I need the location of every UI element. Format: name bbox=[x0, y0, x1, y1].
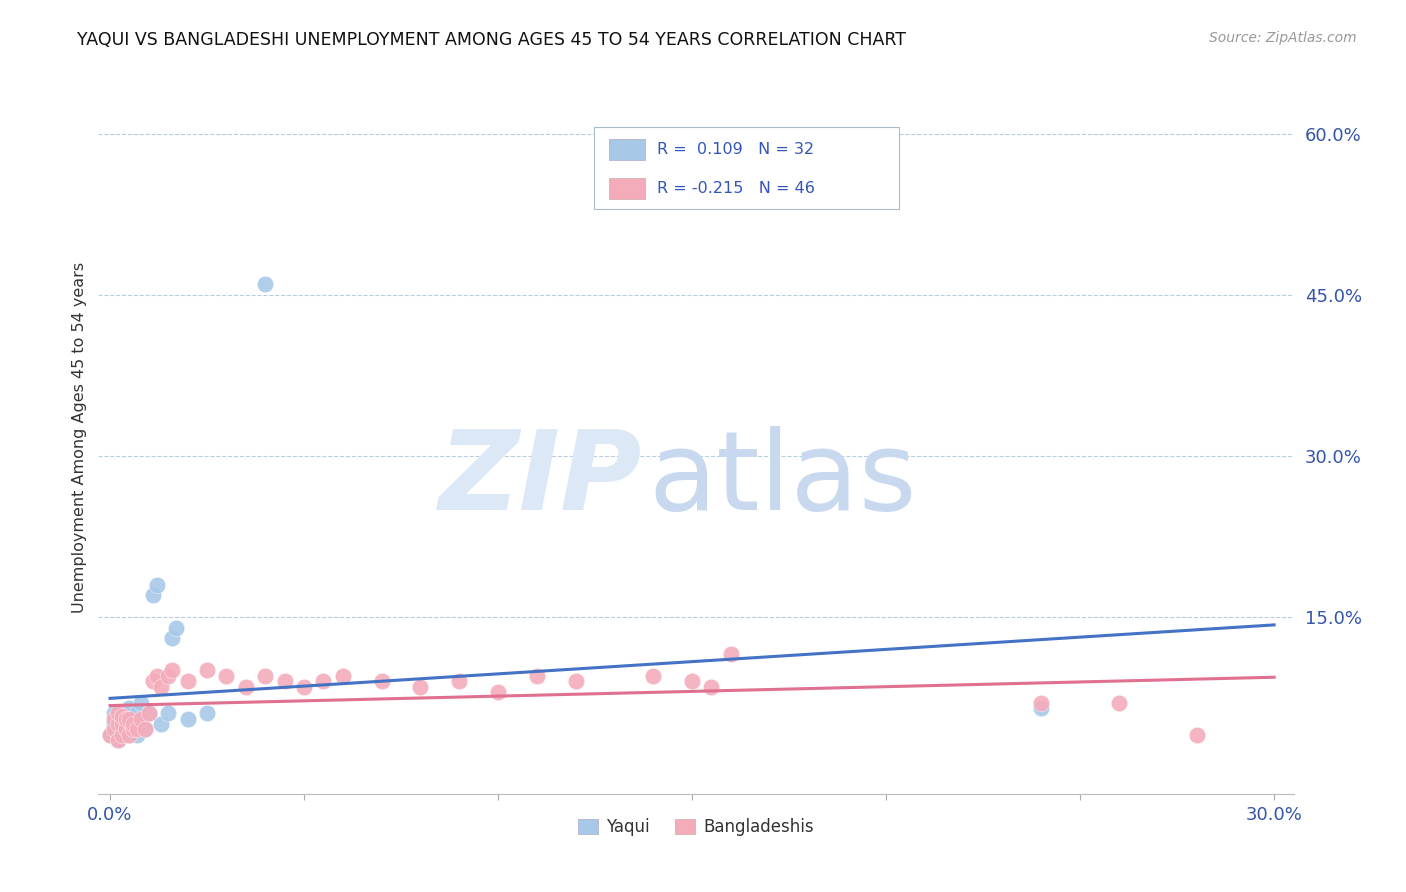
Point bbox=[98, 728, 121, 742]
Text: ZIP: ZIP bbox=[439, 426, 643, 533]
Point bbox=[103, 706, 125, 721]
Point bbox=[118, 728, 141, 742]
Point bbox=[370, 674, 392, 689]
Point bbox=[103, 723, 125, 737]
Text: atlas: atlas bbox=[648, 426, 917, 533]
Point bbox=[332, 669, 354, 683]
Text: Source: ZipAtlas.com: Source: ZipAtlas.com bbox=[1209, 31, 1357, 45]
Point bbox=[526, 669, 548, 683]
Point bbox=[486, 685, 509, 699]
Point bbox=[118, 717, 141, 731]
Text: R =  0.109   N = 32: R = 0.109 N = 32 bbox=[657, 142, 814, 157]
Point bbox=[700, 680, 723, 694]
Point bbox=[107, 733, 129, 747]
Point bbox=[138, 706, 160, 721]
Point bbox=[107, 733, 129, 747]
Point bbox=[114, 712, 136, 726]
Point bbox=[409, 680, 432, 694]
Point bbox=[118, 728, 141, 742]
Point bbox=[118, 712, 141, 726]
Point bbox=[103, 717, 125, 731]
Point bbox=[157, 706, 180, 721]
Point bbox=[111, 706, 134, 721]
Text: R = -0.215   N = 46: R = -0.215 N = 46 bbox=[657, 181, 814, 195]
Point bbox=[273, 674, 295, 689]
Point bbox=[195, 706, 218, 721]
Point bbox=[107, 723, 129, 737]
Point bbox=[111, 728, 134, 742]
Point bbox=[114, 712, 136, 726]
Point bbox=[160, 664, 183, 678]
Point bbox=[127, 706, 149, 721]
Point bbox=[195, 664, 218, 678]
Bar bbox=[609, 139, 644, 161]
Point bbox=[165, 621, 187, 635]
Point bbox=[107, 712, 129, 726]
Point bbox=[720, 648, 742, 662]
Point bbox=[254, 277, 277, 292]
Point bbox=[176, 712, 198, 726]
Point bbox=[157, 669, 180, 683]
Point bbox=[111, 717, 134, 731]
Point bbox=[111, 717, 134, 731]
Point bbox=[142, 588, 165, 602]
Point bbox=[149, 680, 172, 694]
Point bbox=[114, 723, 136, 737]
Point bbox=[681, 674, 703, 689]
Point bbox=[98, 728, 121, 742]
Point bbox=[111, 728, 134, 742]
Point bbox=[1185, 728, 1208, 742]
Point bbox=[107, 706, 129, 721]
Point bbox=[254, 669, 277, 683]
Point bbox=[122, 712, 145, 726]
Point bbox=[235, 680, 257, 694]
Point bbox=[138, 706, 160, 721]
Legend: Yaqui, Bangladeshis: Yaqui, Bangladeshis bbox=[571, 812, 821, 843]
Point bbox=[1031, 701, 1053, 715]
Point bbox=[160, 632, 183, 646]
Point bbox=[122, 717, 145, 731]
Point bbox=[129, 717, 152, 731]
Point bbox=[564, 674, 586, 689]
Point bbox=[122, 723, 145, 737]
Point bbox=[312, 674, 335, 689]
Point bbox=[142, 674, 165, 689]
Point bbox=[127, 728, 149, 742]
Point bbox=[127, 723, 149, 737]
Point bbox=[145, 669, 167, 683]
Point bbox=[176, 674, 198, 689]
Point bbox=[103, 712, 125, 726]
Point bbox=[292, 680, 315, 694]
Point bbox=[114, 723, 136, 737]
Point bbox=[134, 723, 156, 737]
Point bbox=[122, 723, 145, 737]
Point bbox=[107, 717, 129, 731]
Text: YAQUI VS BANGLADESHI UNEMPLOYMENT AMONG AGES 45 TO 54 YEARS CORRELATION CHART: YAQUI VS BANGLADESHI UNEMPLOYMENT AMONG … bbox=[77, 31, 907, 49]
Point bbox=[643, 669, 665, 683]
Point bbox=[118, 701, 141, 715]
Point bbox=[1031, 696, 1053, 710]
Point bbox=[129, 696, 152, 710]
Point bbox=[149, 717, 172, 731]
Point bbox=[215, 669, 238, 683]
Point bbox=[145, 577, 167, 591]
Point bbox=[129, 712, 152, 726]
Point bbox=[449, 674, 471, 689]
Point bbox=[134, 723, 156, 737]
Point bbox=[111, 708, 134, 723]
FancyBboxPatch shape bbox=[595, 127, 900, 209]
Point bbox=[1108, 696, 1130, 710]
Y-axis label: Unemployment Among Ages 45 to 54 years: Unemployment Among Ages 45 to 54 years bbox=[72, 261, 87, 613]
Bar bbox=[609, 178, 644, 199]
